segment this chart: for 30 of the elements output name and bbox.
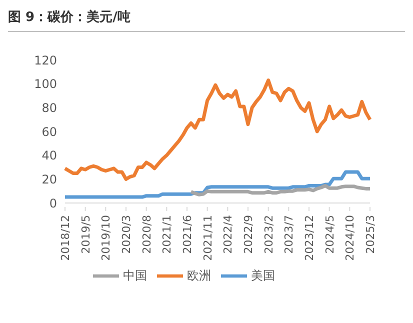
line-series (63, 78, 372, 181)
x-tick-label: 2023/2 (262, 215, 276, 254)
x-tick-label: 2021/1 (160, 215, 174, 254)
legend-label: 中国 (123, 268, 147, 282)
legend-label: 欧洲 (187, 268, 211, 282)
y-tick-label: 60 (42, 124, 57, 139)
x-tick-label: 2023/7 (282, 215, 296, 254)
x-tick-label: 2020/3 (120, 215, 133, 254)
chart-title: 图 9：碳价：美元/吨 (8, 8, 405, 32)
y-tick-label: 80 (42, 100, 57, 115)
line-series (63, 170, 372, 199)
legend-label: 美国 (251, 268, 275, 282)
y-tick-label: 20 (42, 172, 57, 186)
y-tick-label: 0 (49, 196, 57, 210)
x-tick-label: 2019/10 (100, 215, 113, 261)
x-tick-label: 2020/8 (140, 215, 154, 254)
x-tick-label: 2025/3 (364, 215, 377, 254)
x-tick-label: 2022/4 (222, 215, 235, 254)
x-tick-label: 2024/5 (323, 215, 336, 254)
y-tick-label: 40 (42, 148, 57, 163)
x-tick-label: 2019/5 (79, 215, 92, 254)
y-tick-label: 100 (34, 77, 57, 92)
x-tick-label: 2024/10 (344, 215, 357, 261)
x-tick-label: 2022/9 (242, 215, 255, 254)
line-series (189, 184, 372, 196)
y-tick-label: 120 (34, 53, 57, 68)
x-tick-label: 2023/12 (303, 215, 316, 261)
x-tick-label: 2018/12 (59, 215, 72, 261)
x-tick-label: 2021/11 (201, 215, 214, 261)
x-tick-label: 2021/6 (181, 215, 194, 254)
